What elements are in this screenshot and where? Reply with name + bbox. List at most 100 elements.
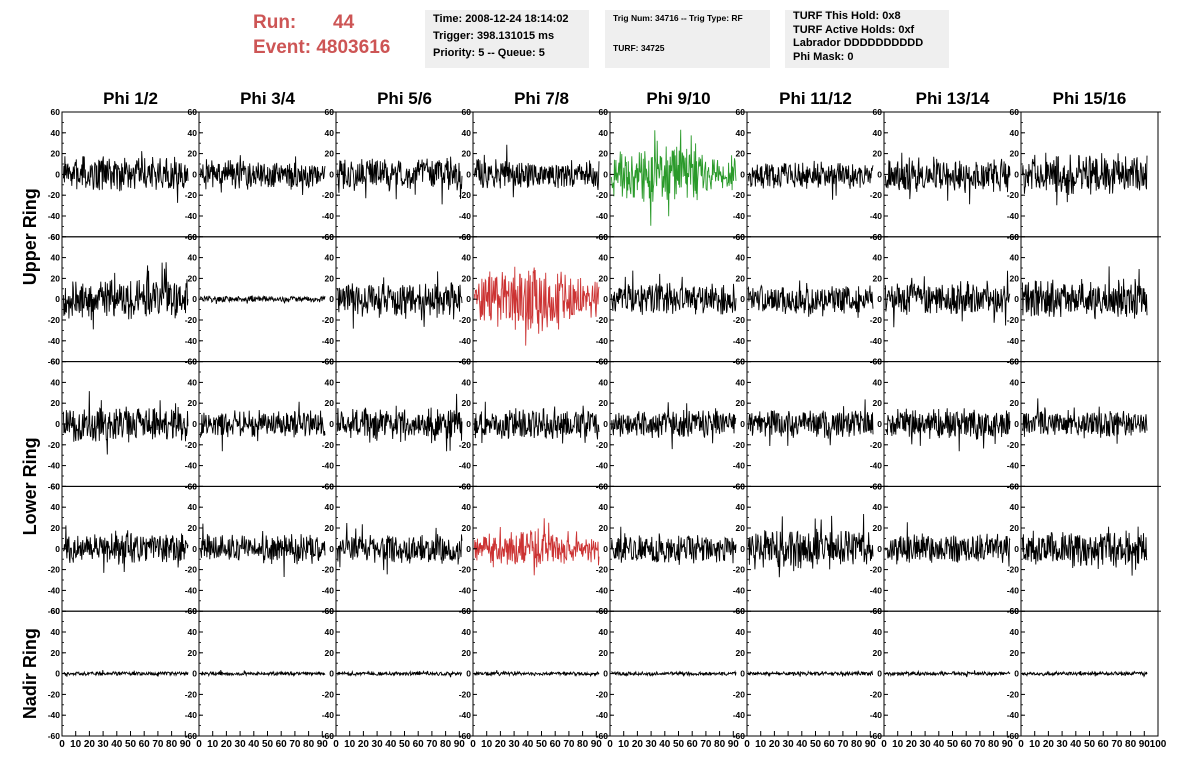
y-tick-label: 40 xyxy=(188,502,198,512)
x-tick-label: 70 xyxy=(152,739,164,750)
x-tick-label: 30 xyxy=(372,739,384,750)
x-tick-label: 80 xyxy=(714,739,726,750)
y-tick-label: 0 xyxy=(192,169,197,179)
y-tick-label: 40 xyxy=(51,253,61,263)
waveform-trace xyxy=(1021,152,1148,206)
waveform-trace xyxy=(884,522,1011,567)
y-tick-label: -40 xyxy=(48,211,61,221)
y-tick-label: -60 xyxy=(459,731,472,741)
x-tick-label: 30 xyxy=(1057,739,1069,750)
y-tick-label: 20 xyxy=(873,149,883,159)
y-tick-label: 0 xyxy=(1014,669,1019,679)
x-tick-label: 0 xyxy=(333,739,339,750)
run-label: Run: xyxy=(253,12,297,33)
waveform-trace xyxy=(747,669,874,677)
y-tick-label: 60 xyxy=(599,606,609,616)
y-tick-label: 20 xyxy=(462,523,472,533)
y-tick-label: 0 xyxy=(466,669,471,679)
y-tick-label: 40 xyxy=(736,502,746,512)
y-tick-label: 20 xyxy=(599,149,609,159)
y-tick-label: -20 xyxy=(459,440,472,450)
y-tick-label: 60 xyxy=(599,357,609,367)
y-tick-label: -60 xyxy=(870,731,883,741)
column-title: Phi 3/4 xyxy=(240,89,295,108)
y-tick-label: 20 xyxy=(188,149,198,159)
y-tick-label: 20 xyxy=(873,398,883,408)
x-tick-label: 0 xyxy=(607,739,613,750)
x-tick-label: 80 xyxy=(851,739,863,750)
y-tick-label: -20 xyxy=(185,689,198,699)
y-tick-label: -20 xyxy=(1007,565,1020,575)
y-tick-label: 20 xyxy=(736,398,746,408)
y-tick-label: -40 xyxy=(459,710,472,720)
y-tick-label: -40 xyxy=(459,336,472,346)
x-tick-label: 0 xyxy=(196,739,202,750)
y-tick-label: -20 xyxy=(185,315,198,325)
y-tick-label: 60 xyxy=(188,107,198,117)
x-tick-label: 40 xyxy=(933,739,945,750)
y-tick-label: -40 xyxy=(185,211,198,221)
y-tick-label: -60 xyxy=(48,731,61,741)
y-tick-label: -20 xyxy=(733,190,746,200)
y-tick-label: 40 xyxy=(873,502,883,512)
event-label: Event: xyxy=(253,37,312,58)
y-tick-label: -20 xyxy=(870,190,883,200)
y-tick-label: 40 xyxy=(325,502,335,512)
y-tick-label: 0 xyxy=(192,544,197,554)
y-tick-label: 40 xyxy=(325,377,335,387)
y-tick-label: -40 xyxy=(185,710,198,720)
y-tick-label: 20 xyxy=(599,648,609,658)
y-tick-label: 60 xyxy=(462,606,472,616)
x-tick-label: 20 xyxy=(221,739,233,750)
waveform-trace xyxy=(1021,266,1148,320)
y-tick-label: -60 xyxy=(1007,731,1020,741)
y-tick-label: 60 xyxy=(462,232,472,242)
x-tick-label: 50 xyxy=(536,739,548,750)
y-tick-label: -60 xyxy=(48,606,61,616)
column-title: Phi 5/6 xyxy=(377,89,432,108)
y-tick-label: -20 xyxy=(596,689,609,699)
x-tick-label: 10 xyxy=(755,739,767,750)
waveform-trace xyxy=(747,280,874,318)
y-tick-label: 0 xyxy=(740,419,745,429)
y-tick-label: 0 xyxy=(329,544,334,554)
x-tick-label: 80 xyxy=(1125,739,1137,750)
y-tick-label: 60 xyxy=(188,606,198,616)
x-tick-label: 70 xyxy=(700,739,712,750)
y-tick-label: 60 xyxy=(736,232,746,242)
y-tick-label: -20 xyxy=(870,440,883,450)
y-tick-label: -40 xyxy=(322,211,335,221)
y-tick-label: 0 xyxy=(55,294,60,304)
y-tick-label: 40 xyxy=(1010,253,1020,263)
y-tick-label: 60 xyxy=(51,606,61,616)
y-tick-label: 40 xyxy=(873,627,883,637)
y-tick-label: 20 xyxy=(873,648,883,658)
x-tick-label: 70 xyxy=(1111,739,1123,750)
y-tick-label: 0 xyxy=(329,169,334,179)
y-tick-label: -40 xyxy=(185,336,198,346)
y-tick-label: -60 xyxy=(48,357,61,367)
info-line: Trigger: 398.131015 ms xyxy=(433,30,555,42)
y-tick-label: -40 xyxy=(870,336,883,346)
x-tick-label: 40 xyxy=(111,739,123,750)
y-tick-label: 0 xyxy=(192,419,197,429)
x-tick-label: 30 xyxy=(646,739,658,750)
x-tick-label: 40 xyxy=(659,739,671,750)
y-tick-label: 20 xyxy=(462,398,472,408)
y-tick-label: 20 xyxy=(51,149,61,159)
y-tick-label: 60 xyxy=(1010,232,1020,242)
y-tick-label: 40 xyxy=(325,253,335,263)
waveform-trace xyxy=(62,391,189,455)
y-tick-label: -40 xyxy=(870,585,883,595)
y-tick-label: -20 xyxy=(185,440,198,450)
y-tick-label: 20 xyxy=(188,523,198,533)
y-tick-label: 0 xyxy=(55,544,60,554)
y-tick-label: 40 xyxy=(462,627,472,637)
y-tick-label: 20 xyxy=(51,648,61,658)
y-tick-label: 60 xyxy=(736,606,746,616)
x-tick-label: 50 xyxy=(1084,739,1096,750)
y-tick-label: 20 xyxy=(736,149,746,159)
y-tick-label: -40 xyxy=(733,211,746,221)
x-tick-label: 10 xyxy=(1029,739,1041,750)
waveform-trace xyxy=(885,408,1011,452)
